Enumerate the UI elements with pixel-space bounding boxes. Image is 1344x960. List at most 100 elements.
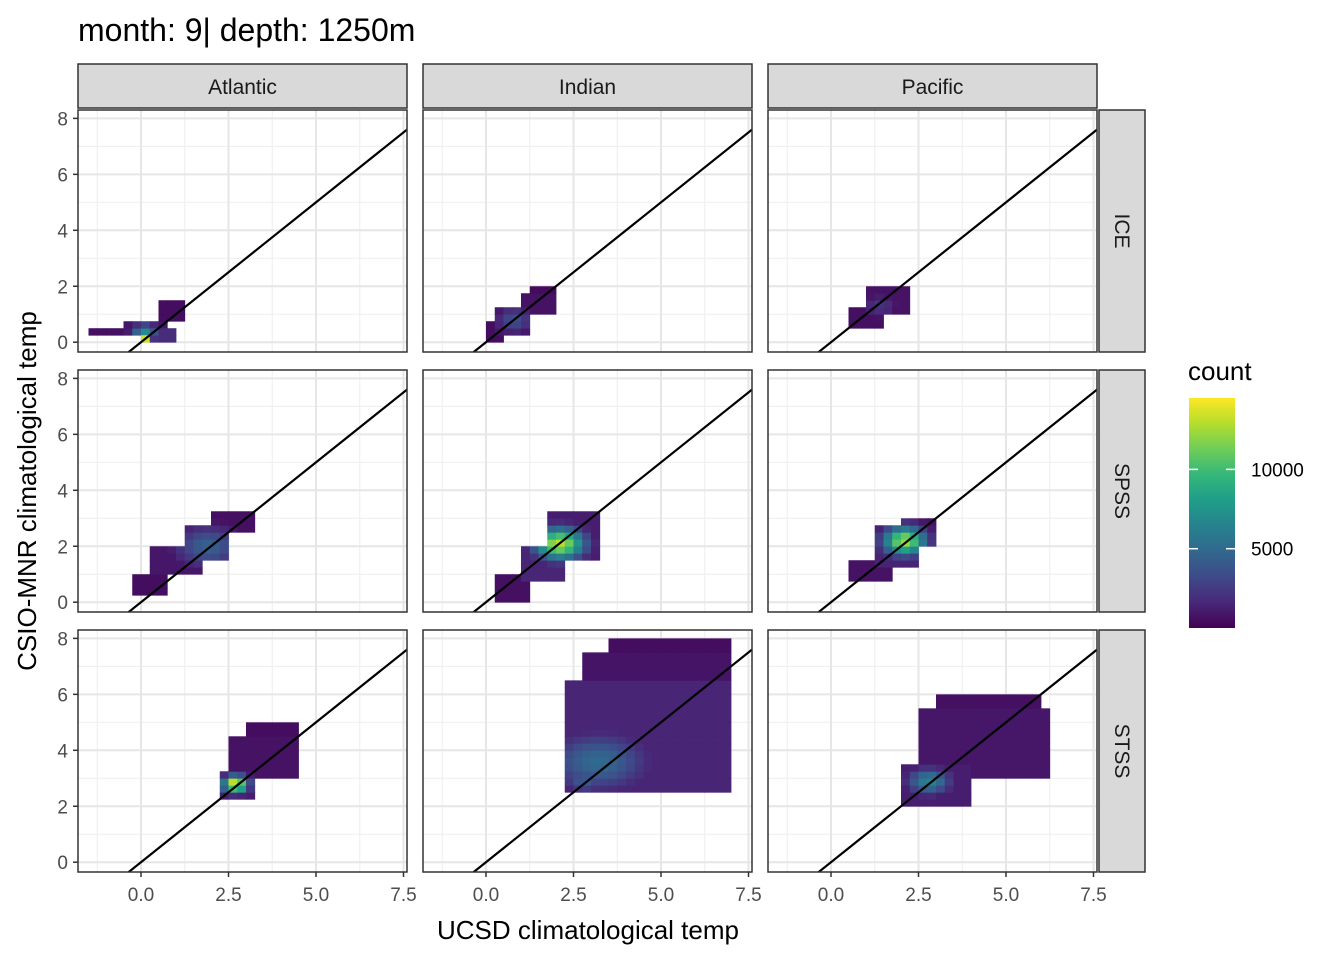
heatmap-bin [202, 539, 212, 547]
heatmap-bin [936, 722, 946, 730]
heatmap-bin [918, 722, 928, 730]
heatmap-bin [953, 729, 963, 737]
heatmap-bin [281, 750, 291, 758]
heatmap-bin [529, 574, 539, 582]
heatmap-bin [669, 757, 679, 765]
heatmap-bin [599, 743, 609, 751]
heatmap-bin [158, 328, 168, 336]
heatmap-bin [669, 652, 679, 660]
heatmap-bin [936, 715, 946, 723]
heatmap-bin [918, 764, 928, 772]
heatmap-bin [678, 673, 688, 681]
heatmap-bin [237, 792, 247, 800]
heatmap-bin [669, 701, 679, 709]
heatmap-bin [678, 687, 688, 695]
heatmap-bin [599, 715, 609, 723]
heatmap-bin [281, 729, 291, 737]
heatmap-bin [289, 771, 299, 779]
heatmap-bin [547, 518, 557, 526]
x-tick-label: 0.0 [128, 885, 154, 906]
heatmap-bin [866, 286, 876, 294]
heatmap-bin [918, 757, 928, 765]
heatmap-bin [1032, 743, 1042, 751]
heatmap-bin [669, 645, 679, 653]
heatmap-bin [971, 757, 981, 765]
heatmap-bin [176, 314, 186, 322]
heatmap-bin [669, 666, 679, 674]
heatmap-bin [988, 743, 998, 751]
heatmap-bin [634, 729, 644, 737]
heatmap-bin [643, 659, 653, 667]
heatmap-bin [228, 764, 238, 772]
heatmap-bin [263, 771, 273, 779]
heatmap-bin [634, 659, 644, 667]
panel-pacific-spss [767, 369, 1098, 613]
heatmap-bin [564, 785, 574, 793]
heatmap-bin [997, 771, 1007, 779]
heatmap-bin [228, 750, 238, 758]
heatmap-bin [962, 764, 972, 772]
heatmap-bin [237, 785, 247, 793]
heatmap-bin [678, 694, 688, 702]
heatmap-bin [971, 736, 981, 744]
strip-label: Atlantic [208, 76, 277, 99]
identity-line [126, 388, 407, 612]
heatmap-bin [936, 764, 946, 772]
heatmap-bin [713, 715, 723, 723]
heatmap-bin [918, 778, 928, 786]
heatmap-bin [1023, 771, 1033, 779]
heatmap-bin [106, 328, 116, 336]
heatmap-bin [599, 666, 609, 674]
heatmap-bin [556, 518, 566, 526]
heatmap-bin [167, 307, 177, 315]
heatmap-bin [652, 673, 662, 681]
heatmap-bin [289, 757, 299, 765]
heatmap-bin [494, 321, 504, 329]
heatmap-bin [678, 750, 688, 758]
heatmap-bin [556, 532, 566, 540]
heatmap-bin [149, 574, 159, 582]
heatmap-bin [1014, 757, 1024, 765]
heatmap-bin [661, 666, 671, 674]
heatmap-bin [704, 757, 714, 765]
heatmap-bin [1032, 750, 1042, 758]
heatmap-bin [696, 652, 706, 660]
heatmap-bin [626, 659, 636, 667]
heatmap-bin [591, 701, 601, 709]
heatmap-bin [669, 750, 679, 758]
heatmap-bin [219, 546, 229, 554]
heatmap-bin [246, 525, 256, 533]
heatmap-bin [626, 750, 636, 758]
heatmap-bin [608, 694, 618, 702]
heatmap-bin [927, 792, 937, 800]
heatmap-bin [704, 743, 714, 751]
heatmap-bin [643, 743, 653, 751]
heatmap-bin [687, 743, 697, 751]
heatmap-bin [874, 567, 884, 575]
heatmap-bin [582, 771, 592, 779]
panel-indian-ice [422, 109, 753, 353]
heatmap-bin [608, 722, 618, 730]
heatmap-bin [901, 546, 911, 554]
heatmap-bin [272, 771, 282, 779]
heatmap-bin [1006, 736, 1016, 744]
panel-border [767, 629, 1098, 873]
heatmap-bin [678, 666, 688, 674]
heatmap-bin [219, 525, 229, 533]
heatmap-bin [874, 314, 884, 322]
heatmap-bin [652, 785, 662, 793]
heatmap-bin [246, 792, 256, 800]
heatmap-bin [132, 574, 142, 582]
heatmap-bin [713, 687, 723, 695]
heatmap-bin [219, 553, 229, 561]
heatmap-bin [634, 687, 644, 695]
heatmap-bin [696, 743, 706, 751]
heatmap-bin [918, 532, 928, 540]
heatmap-bin [591, 785, 601, 793]
x-tick-label: 2.5 [905, 885, 931, 906]
heatmap-bin [997, 764, 1007, 772]
heatmap-bin [634, 645, 644, 653]
heatmap-bin [722, 743, 732, 751]
heatmap-bin [608, 750, 618, 758]
